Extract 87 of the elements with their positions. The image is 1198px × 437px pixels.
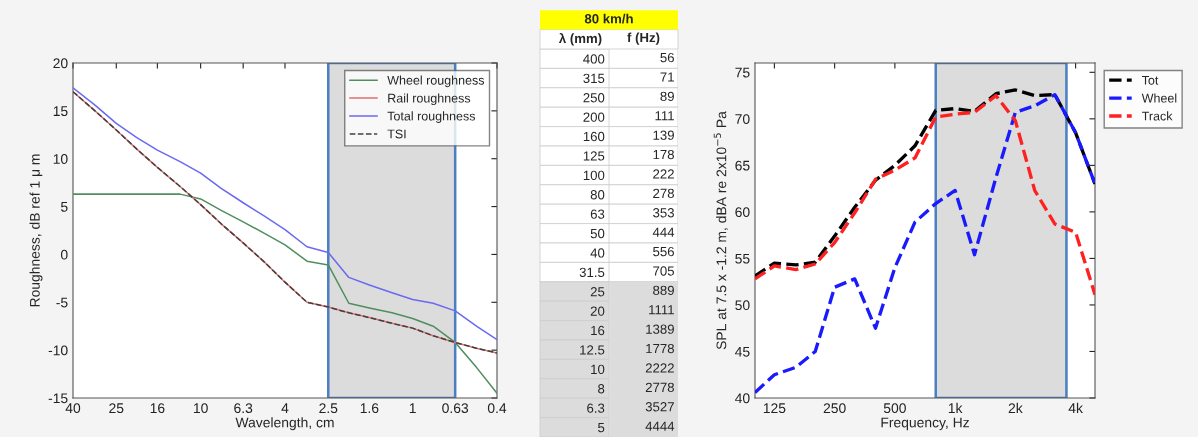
- x-axis-title: Frequency, Hz: [881, 417, 969, 431]
- y-tick-label: 200: [583, 112, 605, 122]
- y-axis-title: Roughness, dB ref 1 μ m: [29, 154, 43, 307]
- data-label: 2778: [645, 382, 674, 393]
- x-axis-title: Wavelength, cm: [235, 417, 334, 431]
- y-tick-label: 315: [583, 73, 605, 84]
- legend-label: Wheel: [1141, 93, 1177, 103]
- legend-label: Total roughness: [387, 111, 476, 123]
- legend-label: Tot: [1141, 75, 1159, 85]
- y-axis-title: SPL at 7.5 x -1.2 m, dBA re 2x10$^{−5}$ Pa: [713, 111, 728, 350]
- data-label: 705: [653, 266, 674, 276]
- y-tick-label: 10: [53, 154, 68, 164]
- y-tick-label: 0: [60, 249, 68, 260]
- y-tick-label: 50: [735, 300, 750, 311]
- x-tick-label: 25: [109, 403, 124, 414]
- y-tick-label: 55: [735, 253, 750, 264]
- legend-label: Rail roughness: [388, 93, 471, 106]
- y-tick-label: -5: [56, 297, 68, 308]
- x-tick-label: 2k: [1008, 402, 1023, 413]
- x-tick-label: 2.5: [319, 403, 338, 414]
- data-label: 71: [660, 72, 674, 82]
- data-label: 139: [653, 130, 674, 140]
- y-tick-label: 250: [583, 93, 605, 103]
- y-tick-label: 40: [590, 248, 605, 258]
- y-tick-label: 70: [735, 114, 750, 124]
- legend-label: TSI: [387, 129, 406, 139]
- y-tick-label: 45: [735, 346, 750, 357]
- y-tick-label: 5: [60, 202, 68, 212]
- y-tick-label: 16: [591, 325, 605, 336]
- y-tick-label: 20: [53, 58, 68, 69]
- data-label: 556: [653, 246, 674, 257]
- y-axis-title: λ (mm): [558, 32, 602, 46]
- data-label: 353: [653, 208, 674, 218]
- data-label: 222: [653, 169, 674, 179]
- y-tick-label: 20: [590, 306, 605, 316]
- x-tick-label: 4k: [1068, 402, 1083, 413]
- y-tick-label: 5: [598, 423, 605, 433]
- y-tick-label: 80: [590, 190, 605, 200]
- line-series: [73, 193, 497, 394]
- y-tick-label: -10: [48, 345, 68, 356]
- y-tick-label: 125: [583, 151, 605, 161]
- y-tick-label: 25: [590, 287, 605, 297]
- y-tick-label: 50: [590, 228, 605, 239]
- y-tick-label: 60: [735, 207, 750, 218]
- line-series: [755, 92, 1095, 395]
- x-tick-label: 0.63: [442, 403, 469, 414]
- x-tick-label: 500: [883, 403, 906, 414]
- data-label: 2222: [645, 363, 674, 373]
- chart-title: 80 km/h: [584, 13, 633, 24]
- y-tick-label: 75: [735, 67, 750, 78]
- data-label: 56: [660, 52, 674, 63]
- x-tick-label: 125: [763, 403, 786, 414]
- y-tick-label: 15: [53, 106, 68, 117]
- x-tick-label: 4: [281, 403, 289, 413]
- y-tick-label: 63: [590, 209, 605, 219]
- x-tick-label: 6.3: [234, 403, 253, 414]
- data-label: 444: [652, 227, 675, 237]
- x-tick-label: 10: [193, 403, 208, 414]
- data-label: 111: [655, 111, 674, 121]
- data-label: 178: [653, 149, 674, 160]
- data-label: 1778: [646, 343, 674, 354]
- y-tick-label: 65: [735, 160, 750, 171]
- data-label: 4444: [645, 421, 675, 431]
- data-label: 1111: [649, 305, 674, 315]
- legend-label: Wheel roughness: [387, 75, 485, 88]
- x-tick-label: 1.6: [360, 403, 379, 414]
- y-tick-label: 10: [591, 364, 605, 375]
- y-tick-label: 31.5: [579, 267, 605, 278]
- y-tick-label: 12.5: [580, 345, 605, 355]
- x-tick-label: 0.4: [487, 403, 507, 414]
- data-label: 89: [660, 91, 674, 102]
- y-tick-label: 40: [735, 393, 750, 404]
- data-label: 889: [653, 285, 674, 296]
- y-tick-label: 400: [583, 54, 605, 64]
- x-tick-label: 1: [409, 403, 416, 413]
- y-tick-label: -15: [48, 393, 68, 404]
- data-label: 1389: [646, 324, 674, 334]
- data-label: 278: [653, 188, 674, 199]
- x-tick-label: f (Hz): [627, 32, 660, 45]
- x-tick-label: 16: [150, 403, 165, 414]
- y-tick-label: 8: [598, 384, 605, 394]
- y-tick-label: 160: [583, 131, 605, 142]
- y-tick-label: 100: [583, 170, 605, 181]
- data-label: 3527: [645, 402, 674, 412]
- x-tick-label: 250: [823, 403, 846, 414]
- legend-label: Track: [1141, 111, 1173, 121]
- x-tick-label: 1k: [948, 402, 963, 413]
